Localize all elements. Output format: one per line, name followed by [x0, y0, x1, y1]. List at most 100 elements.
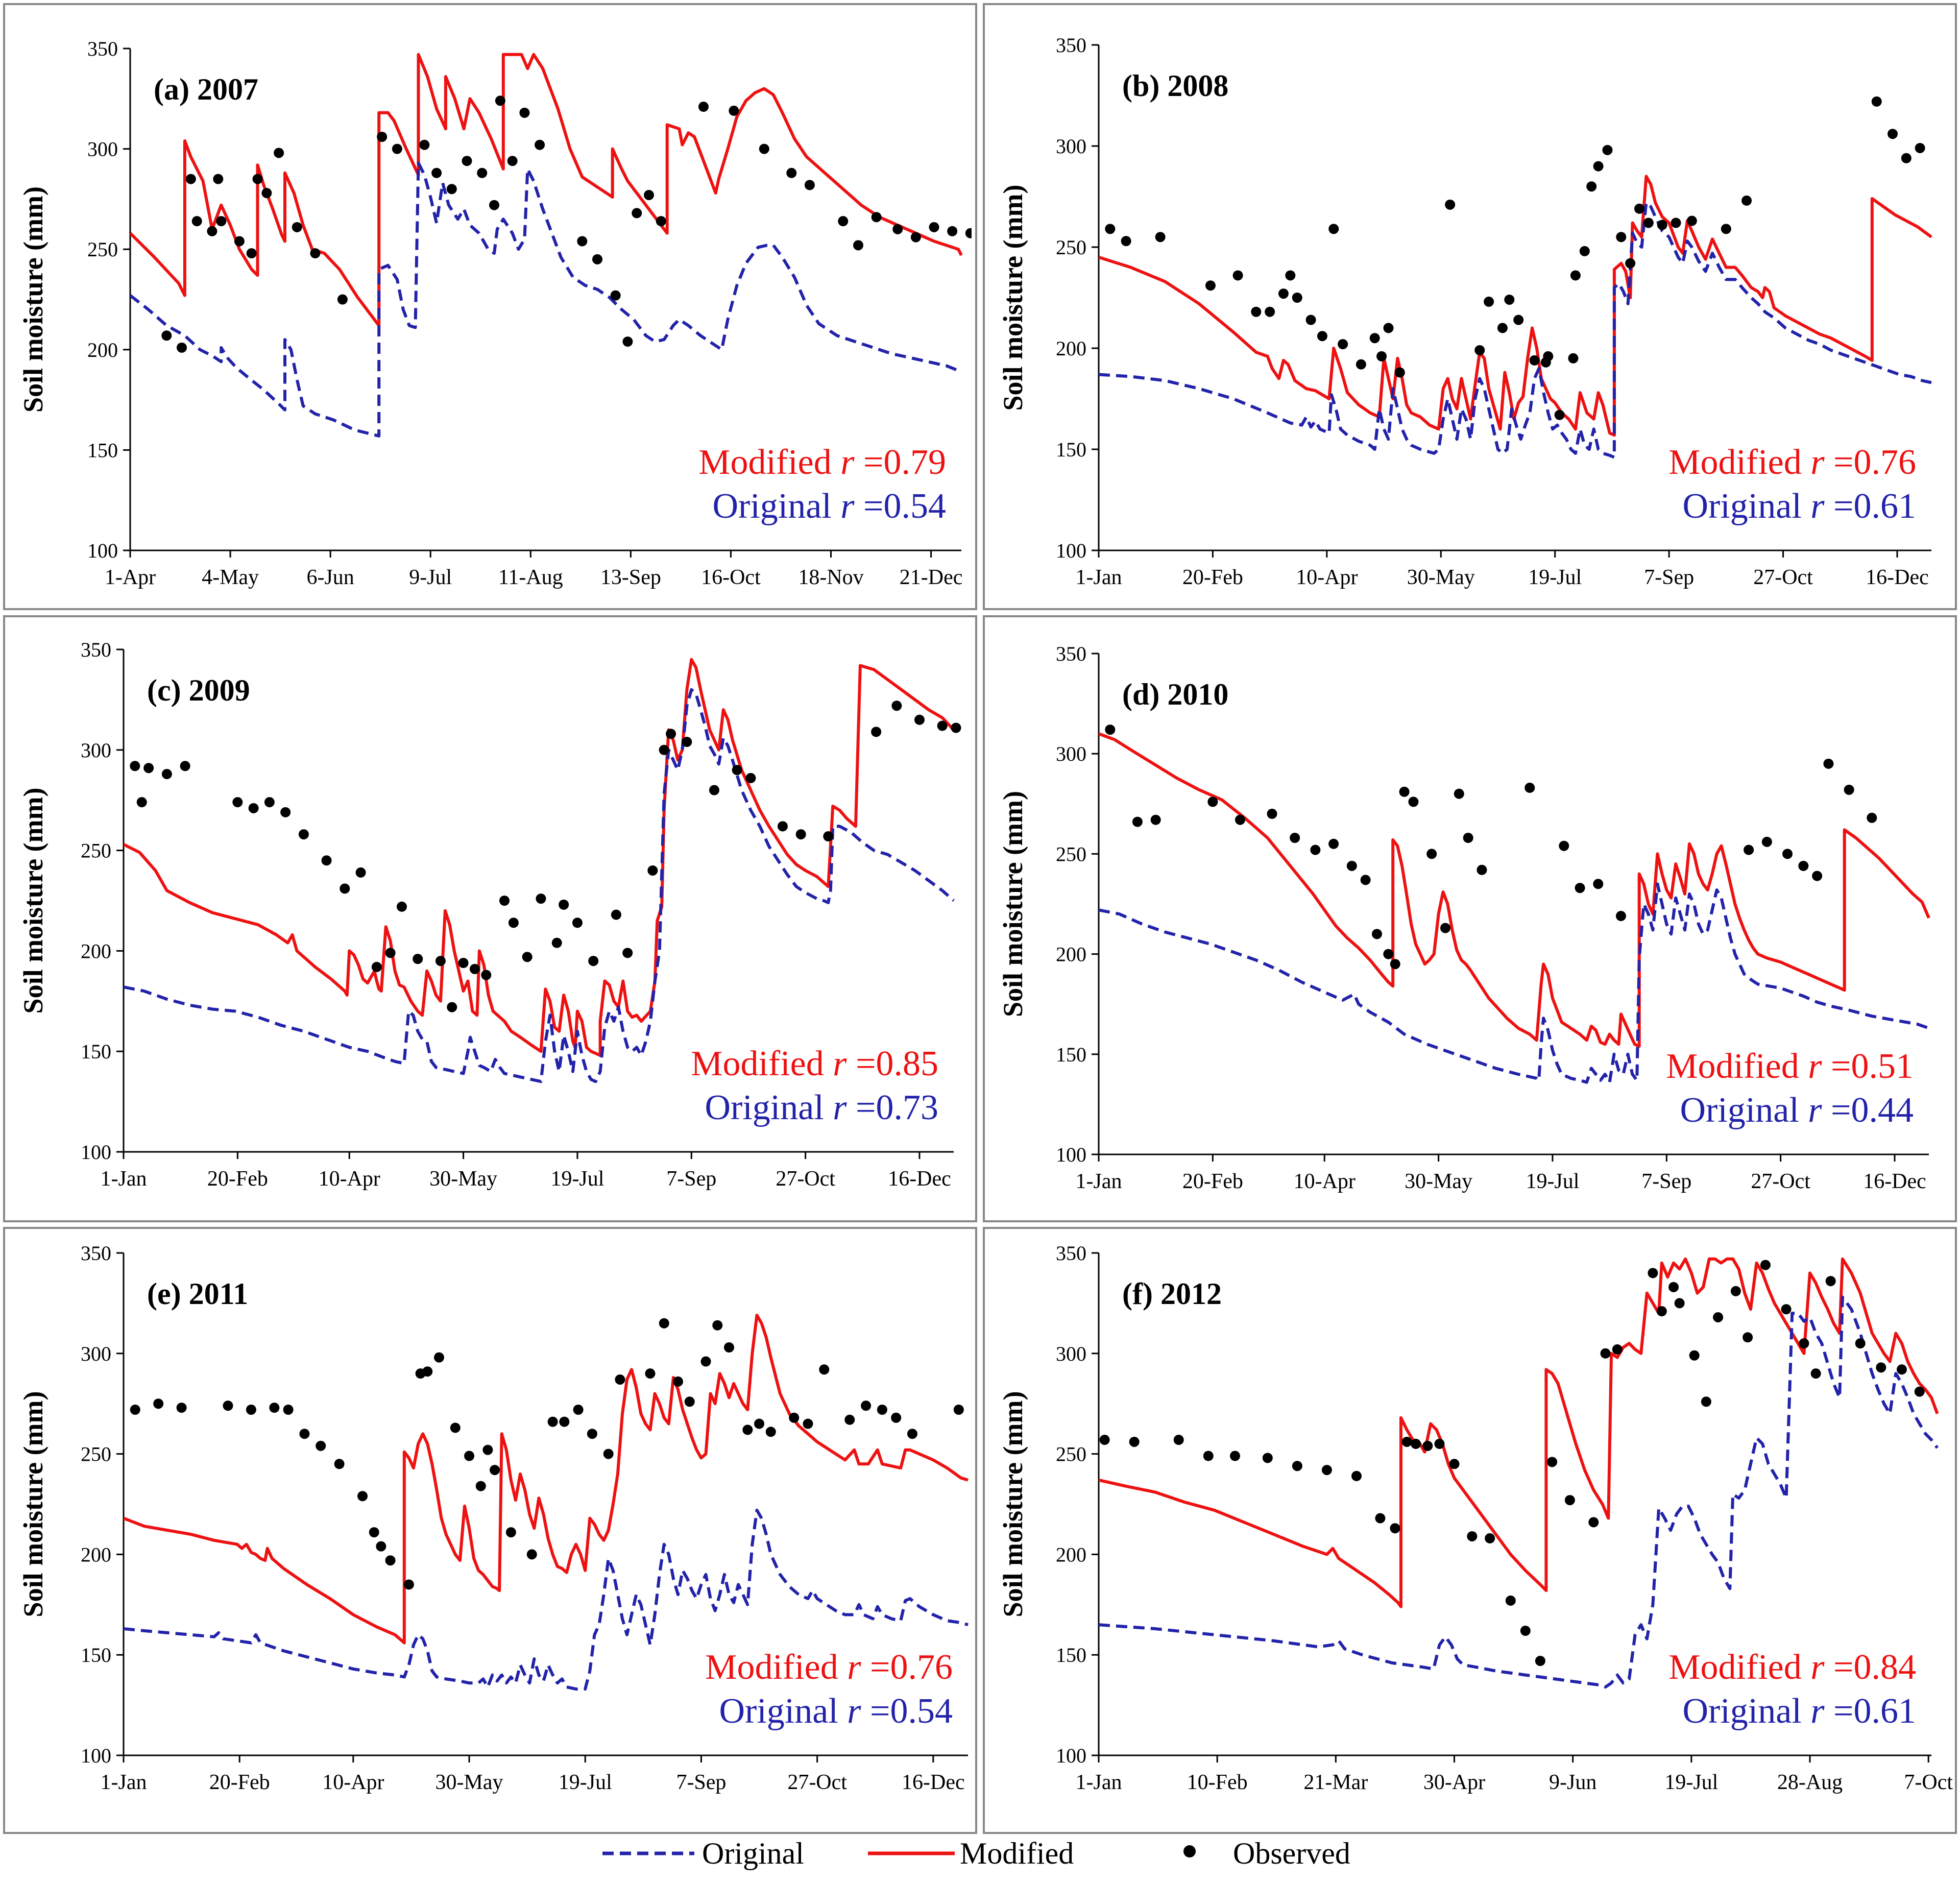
x-tick-label: 9-Jun — [1549, 1771, 1596, 1794]
x-tick-label: 18-Nov — [798, 566, 863, 589]
observed-point — [1876, 1362, 1886, 1373]
panel-border — [983, 1227, 1957, 1834]
observed-point — [153, 1398, 164, 1409]
observed-point — [1616, 232, 1627, 243]
modified-series-line — [130, 53, 963, 327]
observed-point — [1155, 232, 1166, 243]
observed-point — [838, 216, 849, 227]
panel-3: 100 150 200 250 300 350 1-Jan 20-Feb 10-Apr 30-Ma… — [3, 615, 977, 1222]
panel-border — [983, 615, 1957, 1222]
observed-point — [535, 139, 545, 150]
observed-point — [422, 1366, 433, 1377]
panel-1: 100 150 200 250 300 350 1-Apr 4-May 6-Jun 9-Jul 11… — [3, 3, 977, 610]
observed-point — [1317, 331, 1327, 342]
r-annotation-symbol: r — [833, 1088, 847, 1127]
r-annotation-symbol: r — [847, 1648, 861, 1687]
observed-point — [177, 342, 187, 353]
r-annotation-modified: Modified r =0.76 — [705, 1648, 953, 1687]
r-annotation-value: =0.76 — [1825, 443, 1916, 482]
observed-point — [1328, 838, 1339, 849]
r-annotation-series: Modified — [1668, 1648, 1810, 1687]
y-tick-label: 350 — [81, 638, 111, 661]
observed-point — [1121, 236, 1131, 247]
observed-point — [280, 807, 291, 817]
observed-point — [951, 722, 961, 733]
observed-point — [1371, 929, 1382, 939]
observed-point — [1203, 1451, 1214, 1461]
observed-point — [1896, 1364, 1907, 1375]
r-annotation-value: =0.85 — [847, 1044, 938, 1083]
observed-point — [871, 212, 882, 223]
r-annotation-original: Original r =0.73 — [705, 1088, 938, 1127]
y-tick-label: 350 — [81, 1242, 111, 1265]
panel-4: 100 150 200 250 300 350 1-Jan 20-Feb 10-Apr 30-Ma… — [983, 615, 1957, 1222]
observed-point — [376, 1541, 386, 1552]
observed-point — [1743, 1332, 1753, 1343]
y-axis-title: Soil moisture (mm) — [18, 1391, 49, 1618]
modified-series-line — [1099, 1257, 1939, 1608]
observed-point — [261, 188, 272, 199]
original-series-line — [1099, 201, 1932, 459]
observed-point — [937, 720, 948, 731]
observed-point — [321, 855, 332, 866]
observed-point — [1290, 833, 1300, 843]
observed-point — [1600, 1348, 1611, 1359]
observed-point — [1656, 1306, 1667, 1317]
x-tick-label: 21-Dec — [900, 566, 963, 589]
observed-point — [877, 1405, 887, 1415]
r-annotation-modified: Modified r =0.84 — [1668, 1648, 1916, 1687]
y-axis-title: Soil moisture (mm) — [998, 1391, 1028, 1618]
observed-point — [1292, 1461, 1302, 1471]
legend-observed-label: Observed — [1233, 1837, 1350, 1870]
y-tick-label: 100 — [1056, 539, 1086, 562]
observed-point — [213, 174, 224, 184]
observed-point — [369, 1527, 379, 1538]
observed-point — [632, 208, 642, 219]
observed-point — [447, 1002, 457, 1012]
observed-point — [252, 174, 263, 184]
plot-area — [124, 1314, 969, 1691]
observed-point — [1369, 333, 1380, 344]
observed-point — [1292, 293, 1302, 303]
r-annotation-series: Modified — [691, 1044, 833, 1083]
plot-area — [1099, 96, 1932, 459]
y-tick-label: 150 — [81, 1040, 111, 1063]
x-tick-label: 19-Jul — [1528, 566, 1582, 589]
observed-point — [191, 216, 202, 227]
observed-point — [1390, 959, 1400, 970]
r-annotation-series: Modified — [698, 443, 840, 482]
observed-point — [207, 226, 217, 236]
plot-area — [130, 53, 972, 438]
observed-point — [310, 248, 321, 259]
y-tick-label: 250 — [81, 839, 111, 862]
observed-point — [803, 1418, 813, 1429]
x-tick-label: 19-Jul — [1664, 1771, 1718, 1794]
observed-point — [1484, 296, 1494, 307]
observed-point — [647, 865, 658, 876]
observed-point — [1643, 218, 1654, 228]
r-annotation-series: Modified — [705, 1648, 847, 1687]
observed-point — [1554, 409, 1565, 420]
observed-point — [396, 901, 407, 912]
observed-point — [1799, 1338, 1809, 1349]
y-tick-label: 200 — [81, 1543, 111, 1566]
r-annotation-original: Original r =0.61 — [1682, 1692, 1916, 1731]
observed-point — [1871, 96, 1882, 107]
observed-point — [656, 216, 666, 227]
observed-point — [742, 1425, 753, 1435]
y-tick-label: 250 — [81, 1443, 111, 1466]
y-tick-label: 200 — [1056, 943, 1086, 966]
x-tick-label: 19-Jul — [1526, 1170, 1579, 1193]
observed-point — [1346, 860, 1357, 871]
r-annotation-series: Original — [1682, 487, 1810, 526]
observed-point — [495, 95, 505, 106]
r-annotation-symbol: r — [1810, 1692, 1825, 1731]
observed-point — [143, 763, 154, 774]
panel-border — [983, 3, 1957, 610]
plot-area — [1099, 725, 1930, 1084]
panel-title: (e) 2011 — [147, 1277, 248, 1311]
r-annotation-value: =0.44 — [1822, 1091, 1914, 1130]
x-tick-label: 20-Feb — [207, 1167, 268, 1191]
observed-point — [180, 761, 190, 771]
modified-series-line — [124, 1314, 969, 1645]
